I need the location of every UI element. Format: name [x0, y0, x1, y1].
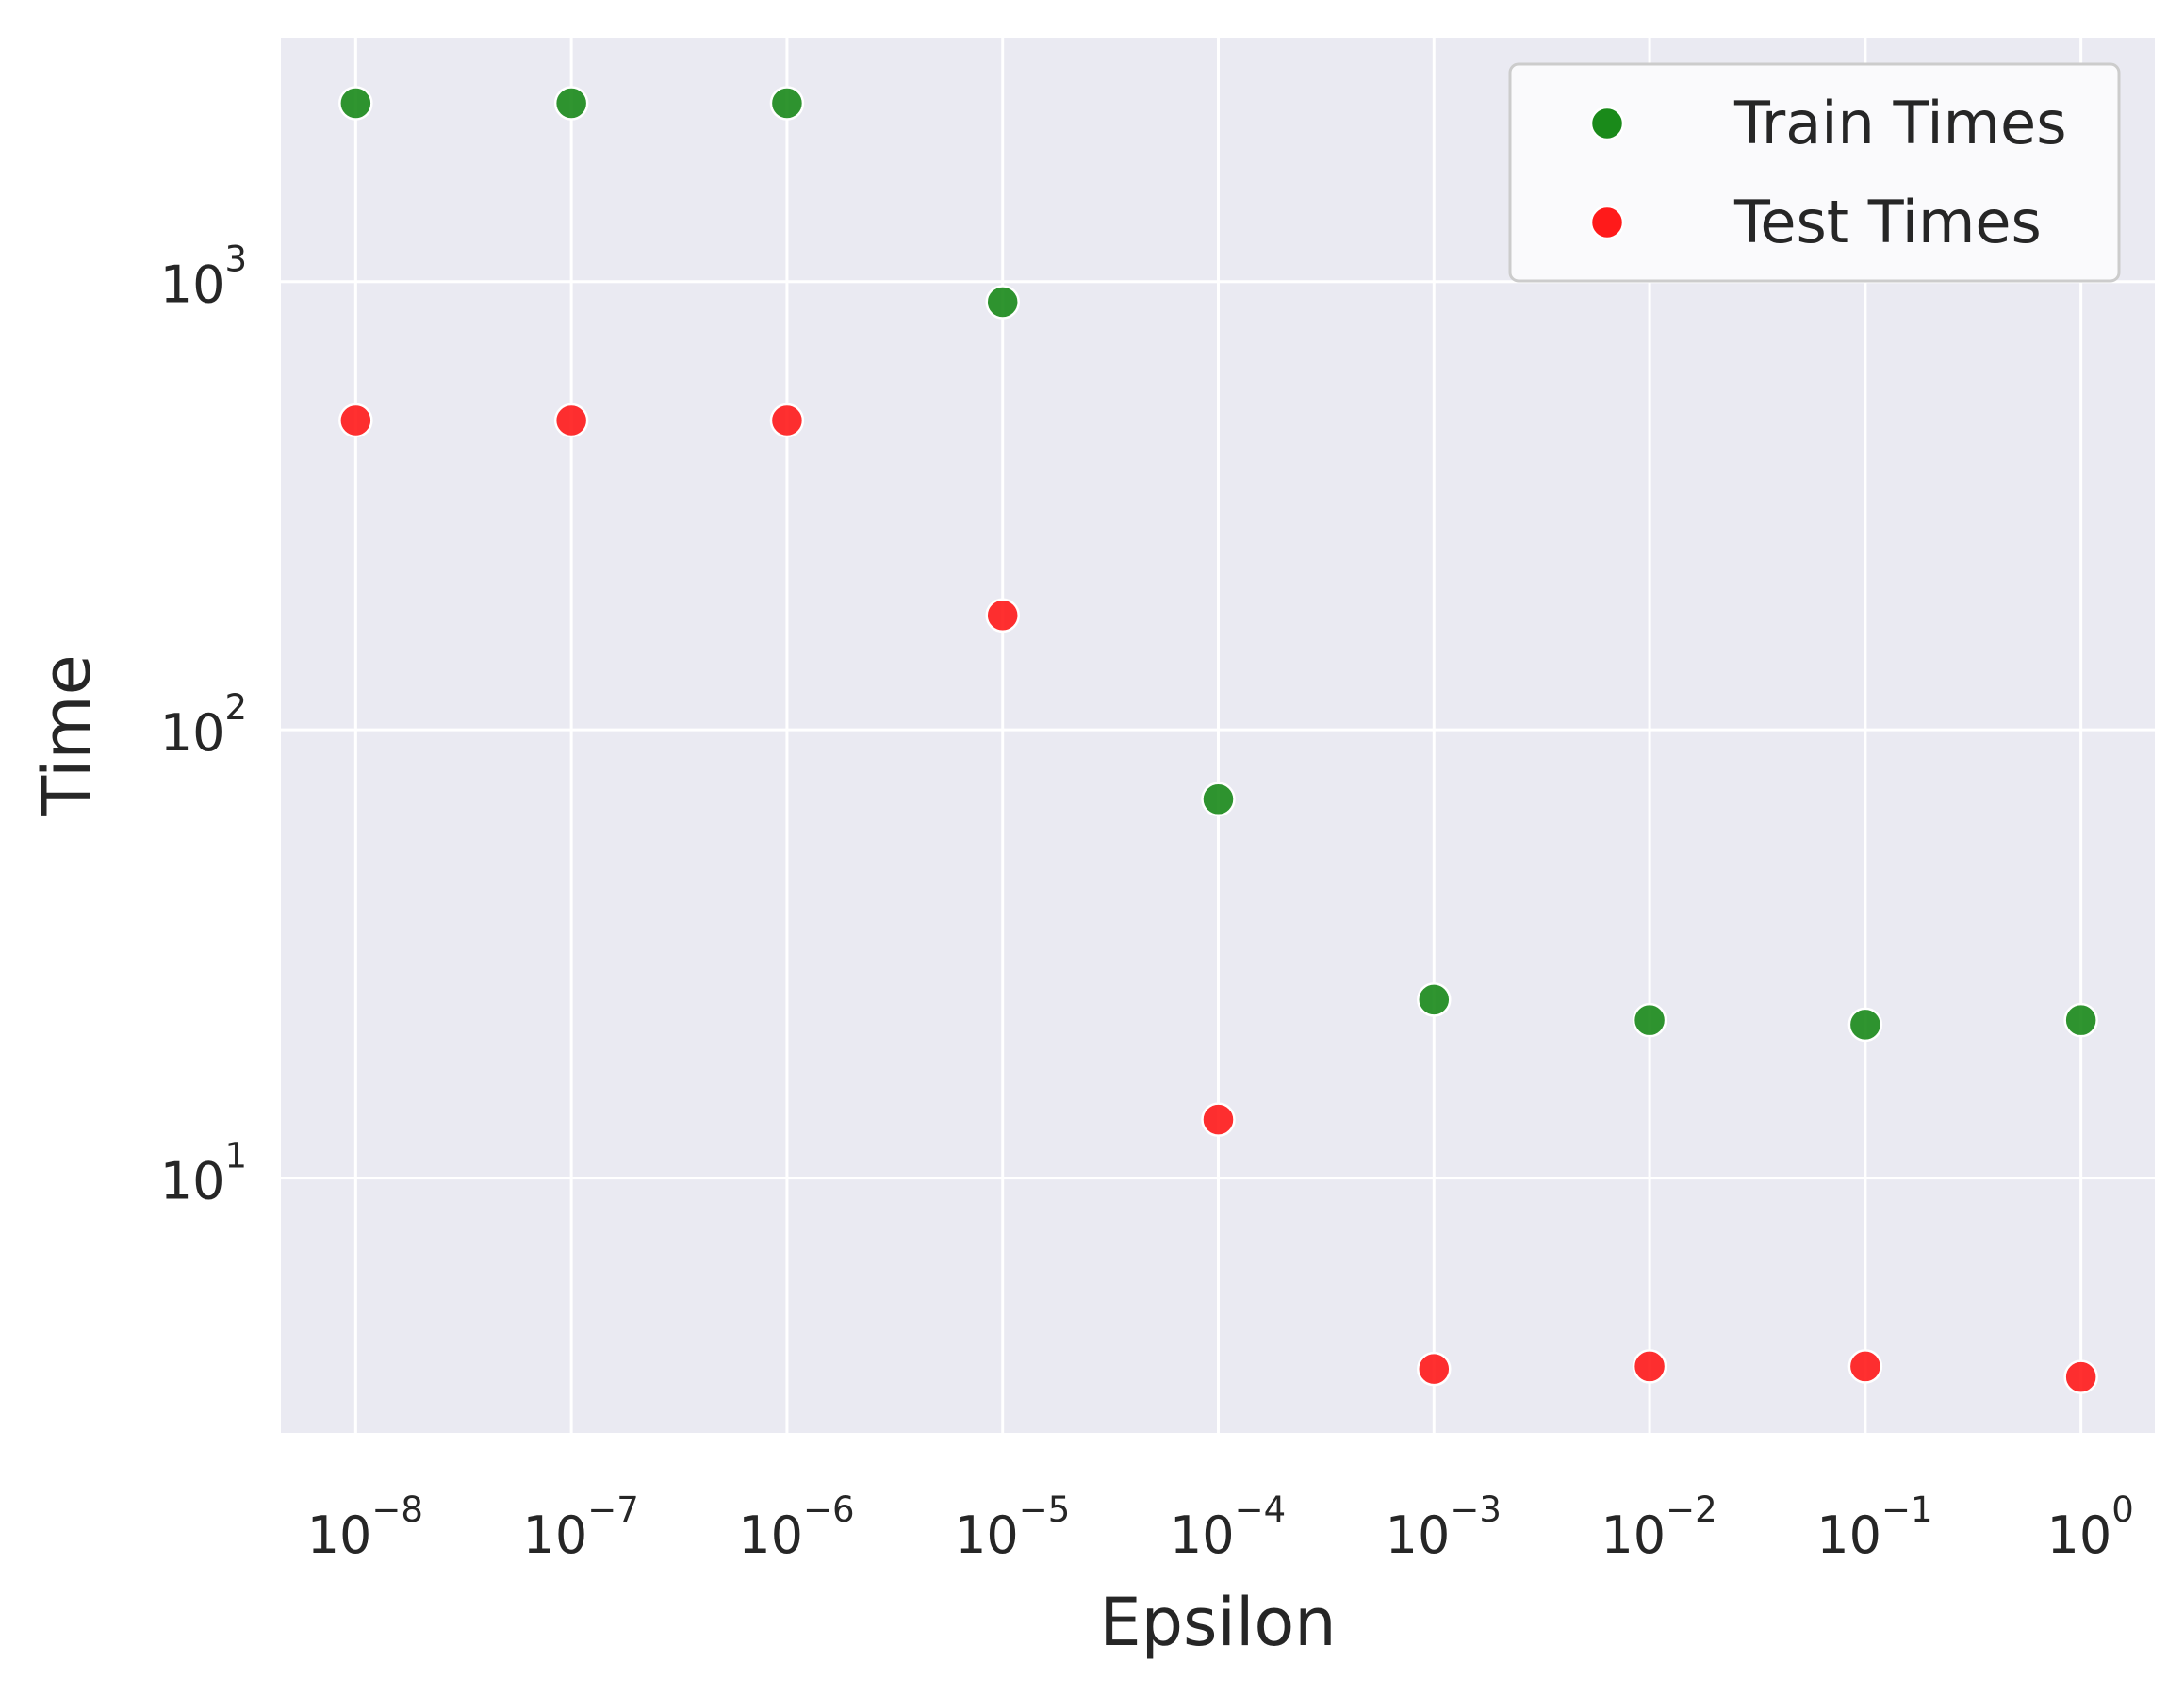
x-tick-label: 10−8 [307, 1489, 423, 1565]
legend-marker-test [1589, 205, 1625, 240]
test-times-point [338, 403, 373, 438]
data-points [338, 86, 2098, 1394]
legend-marker-train [1589, 106, 1625, 141]
y-axis-label: Time [28, 654, 106, 816]
y-axis-ticks: 101 102 103 [160, 239, 247, 1211]
test-times-point [1847, 1349, 1883, 1384]
train-times-point [1632, 1002, 1667, 1038]
x-tick-label: 10−6 [738, 1489, 854, 1565]
train-times-point [1201, 782, 1236, 817]
test-times-point [2063, 1359, 2098, 1394]
train-times-point [985, 285, 1020, 320]
legend: Train Times Test Times [1508, 62, 2121, 283]
x-axis-label: Epsilon [1099, 1584, 1336, 1661]
test-times-point [1632, 1349, 1667, 1384]
test-times-point [553, 403, 589, 438]
test-times-point [769, 403, 805, 438]
train-times-point [338, 86, 373, 121]
train-times-point [553, 86, 589, 121]
train-times-point [2063, 1002, 2098, 1038]
test-times-point [985, 598, 1020, 634]
legend-label-test: Test Times [1733, 188, 2042, 256]
x-axis-ticks: 10−8 10−7 10−6 10−5 10−4 10−3 10−2 10−1 100 [307, 1489, 2134, 1565]
x-tick-label: 10−2 [1601, 1489, 1716, 1565]
x-tick-label: 10−1 [1816, 1489, 1932, 1565]
x-tick-label: 10−7 [522, 1489, 638, 1565]
y-tick-label: 103 [160, 239, 247, 315]
x-tick-label: 10−4 [1170, 1489, 1286, 1565]
train-times-point [1847, 1007, 1883, 1043]
train-times-point [1417, 982, 1452, 1017]
test-times-point [1417, 1351, 1452, 1387]
x-tick-label: 10−5 [954, 1489, 1070, 1565]
legend-label-train: Train Times [1733, 89, 2067, 157]
legend-box [1508, 62, 2121, 283]
y-tick-label: 101 [160, 1136, 247, 1211]
train-times-point [769, 86, 805, 121]
test-times-point [1201, 1102, 1236, 1137]
x-tick-label: 10−3 [1386, 1489, 1502, 1565]
x-tick-label: 100 [2047, 1489, 2134, 1565]
y-tick-label: 102 [160, 687, 247, 763]
